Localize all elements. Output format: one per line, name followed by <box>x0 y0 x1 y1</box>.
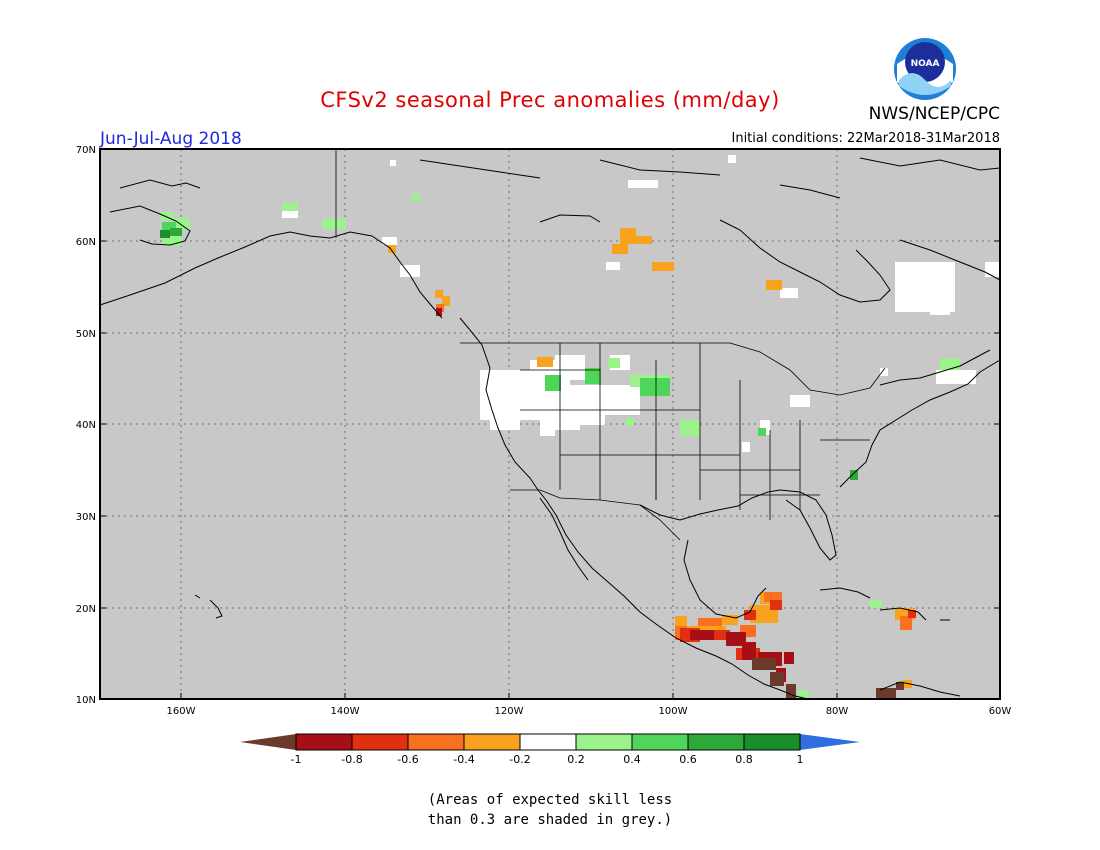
colorbar-label: -0.2 <box>509 753 530 766</box>
colorbar-label: -0.8 <box>341 753 362 766</box>
colorbar-label: 0.2 <box>567 753 585 766</box>
lon-label-120w: 120W <box>495 706 524 717</box>
noaa-logo-text: NOAA <box>911 59 940 69</box>
skill-caption-line-1: (Areas of expected skill less <box>427 792 673 808</box>
colorbar-segment <box>464 734 520 750</box>
lat-label-30n: 30N <box>76 512 96 523</box>
political-borders <box>335 149 886 541</box>
colorbar-label: 0.6 <box>679 753 697 766</box>
lon-label-140w: 140W <box>331 706 360 717</box>
lat-label-40n: 40N <box>76 420 96 431</box>
colorbar-label: 0.8 <box>735 753 753 766</box>
latitude-labels: 70N 60N 50N 40N 30N 20N 10N <box>76 145 96 706</box>
lon-label-80w: 80W <box>826 706 849 717</box>
colorbar-segment <box>576 734 632 750</box>
colorbar-label: -0.4 <box>453 753 474 766</box>
longitude-labels: 160W 140W 120W 100W 80W 60W <box>167 706 1012 717</box>
colorbar-label: 0.4 <box>623 753 641 766</box>
skill-caption-line-2: than 0.3 are shaded in grey.) <box>427 812 673 828</box>
colorbar-segment <box>632 734 688 750</box>
lat-label-10n: 10N <box>76 695 96 706</box>
lat-label-60n: 60N <box>76 237 96 248</box>
colorbar-arrow-right <box>800 734 860 750</box>
colorbar-segment <box>520 734 576 750</box>
lon-label-160w: 160W <box>167 706 196 717</box>
colorbar-segment <box>688 734 744 750</box>
lon-label-100w: 100W <box>659 706 688 717</box>
colorbar-segment <box>408 734 464 750</box>
lat-label-50n: 50N <box>76 329 96 340</box>
initial-conditions-label: Initial conditions: 22Mar2018-31Mar2018 <box>731 131 1001 146</box>
coastlines <box>99 157 1001 700</box>
noaa-logo: NOAA <box>894 38 956 100</box>
colorbar-segment <box>352 734 408 750</box>
colorbar: -1 -0.8 -0.6 -0.4 -0.2 0.2 0.4 0.6 0.8 1 <box>240 733 860 766</box>
colorbar-outline <box>295 733 801 751</box>
chart-title: CFSv2 seasonal Prec anomalies (mm/day) <box>320 88 780 112</box>
map-ticks <box>100 148 1000 699</box>
colorbar-segment <box>744 734 800 750</box>
organization-label: NWS/NCEP/CPC <box>868 104 1000 124</box>
colorbar-label: -1 <box>291 753 302 766</box>
lat-label-20n: 20N <box>76 604 96 615</box>
lat-label-70n: 70N <box>76 145 96 156</box>
colorbar-arrow-left <box>240 734 296 750</box>
colorbar-label: -0.6 <box>397 753 418 766</box>
skill-caption: (Areas of expected skill less than 0.3 a… <box>0 790 1100 830</box>
lon-label-60w: 60W <box>989 706 1012 717</box>
season-label: Jun-Jul-Aug 2018 <box>100 129 242 149</box>
colorbar-segment <box>296 734 352 750</box>
colorbar-label: 1 <box>797 753 804 766</box>
